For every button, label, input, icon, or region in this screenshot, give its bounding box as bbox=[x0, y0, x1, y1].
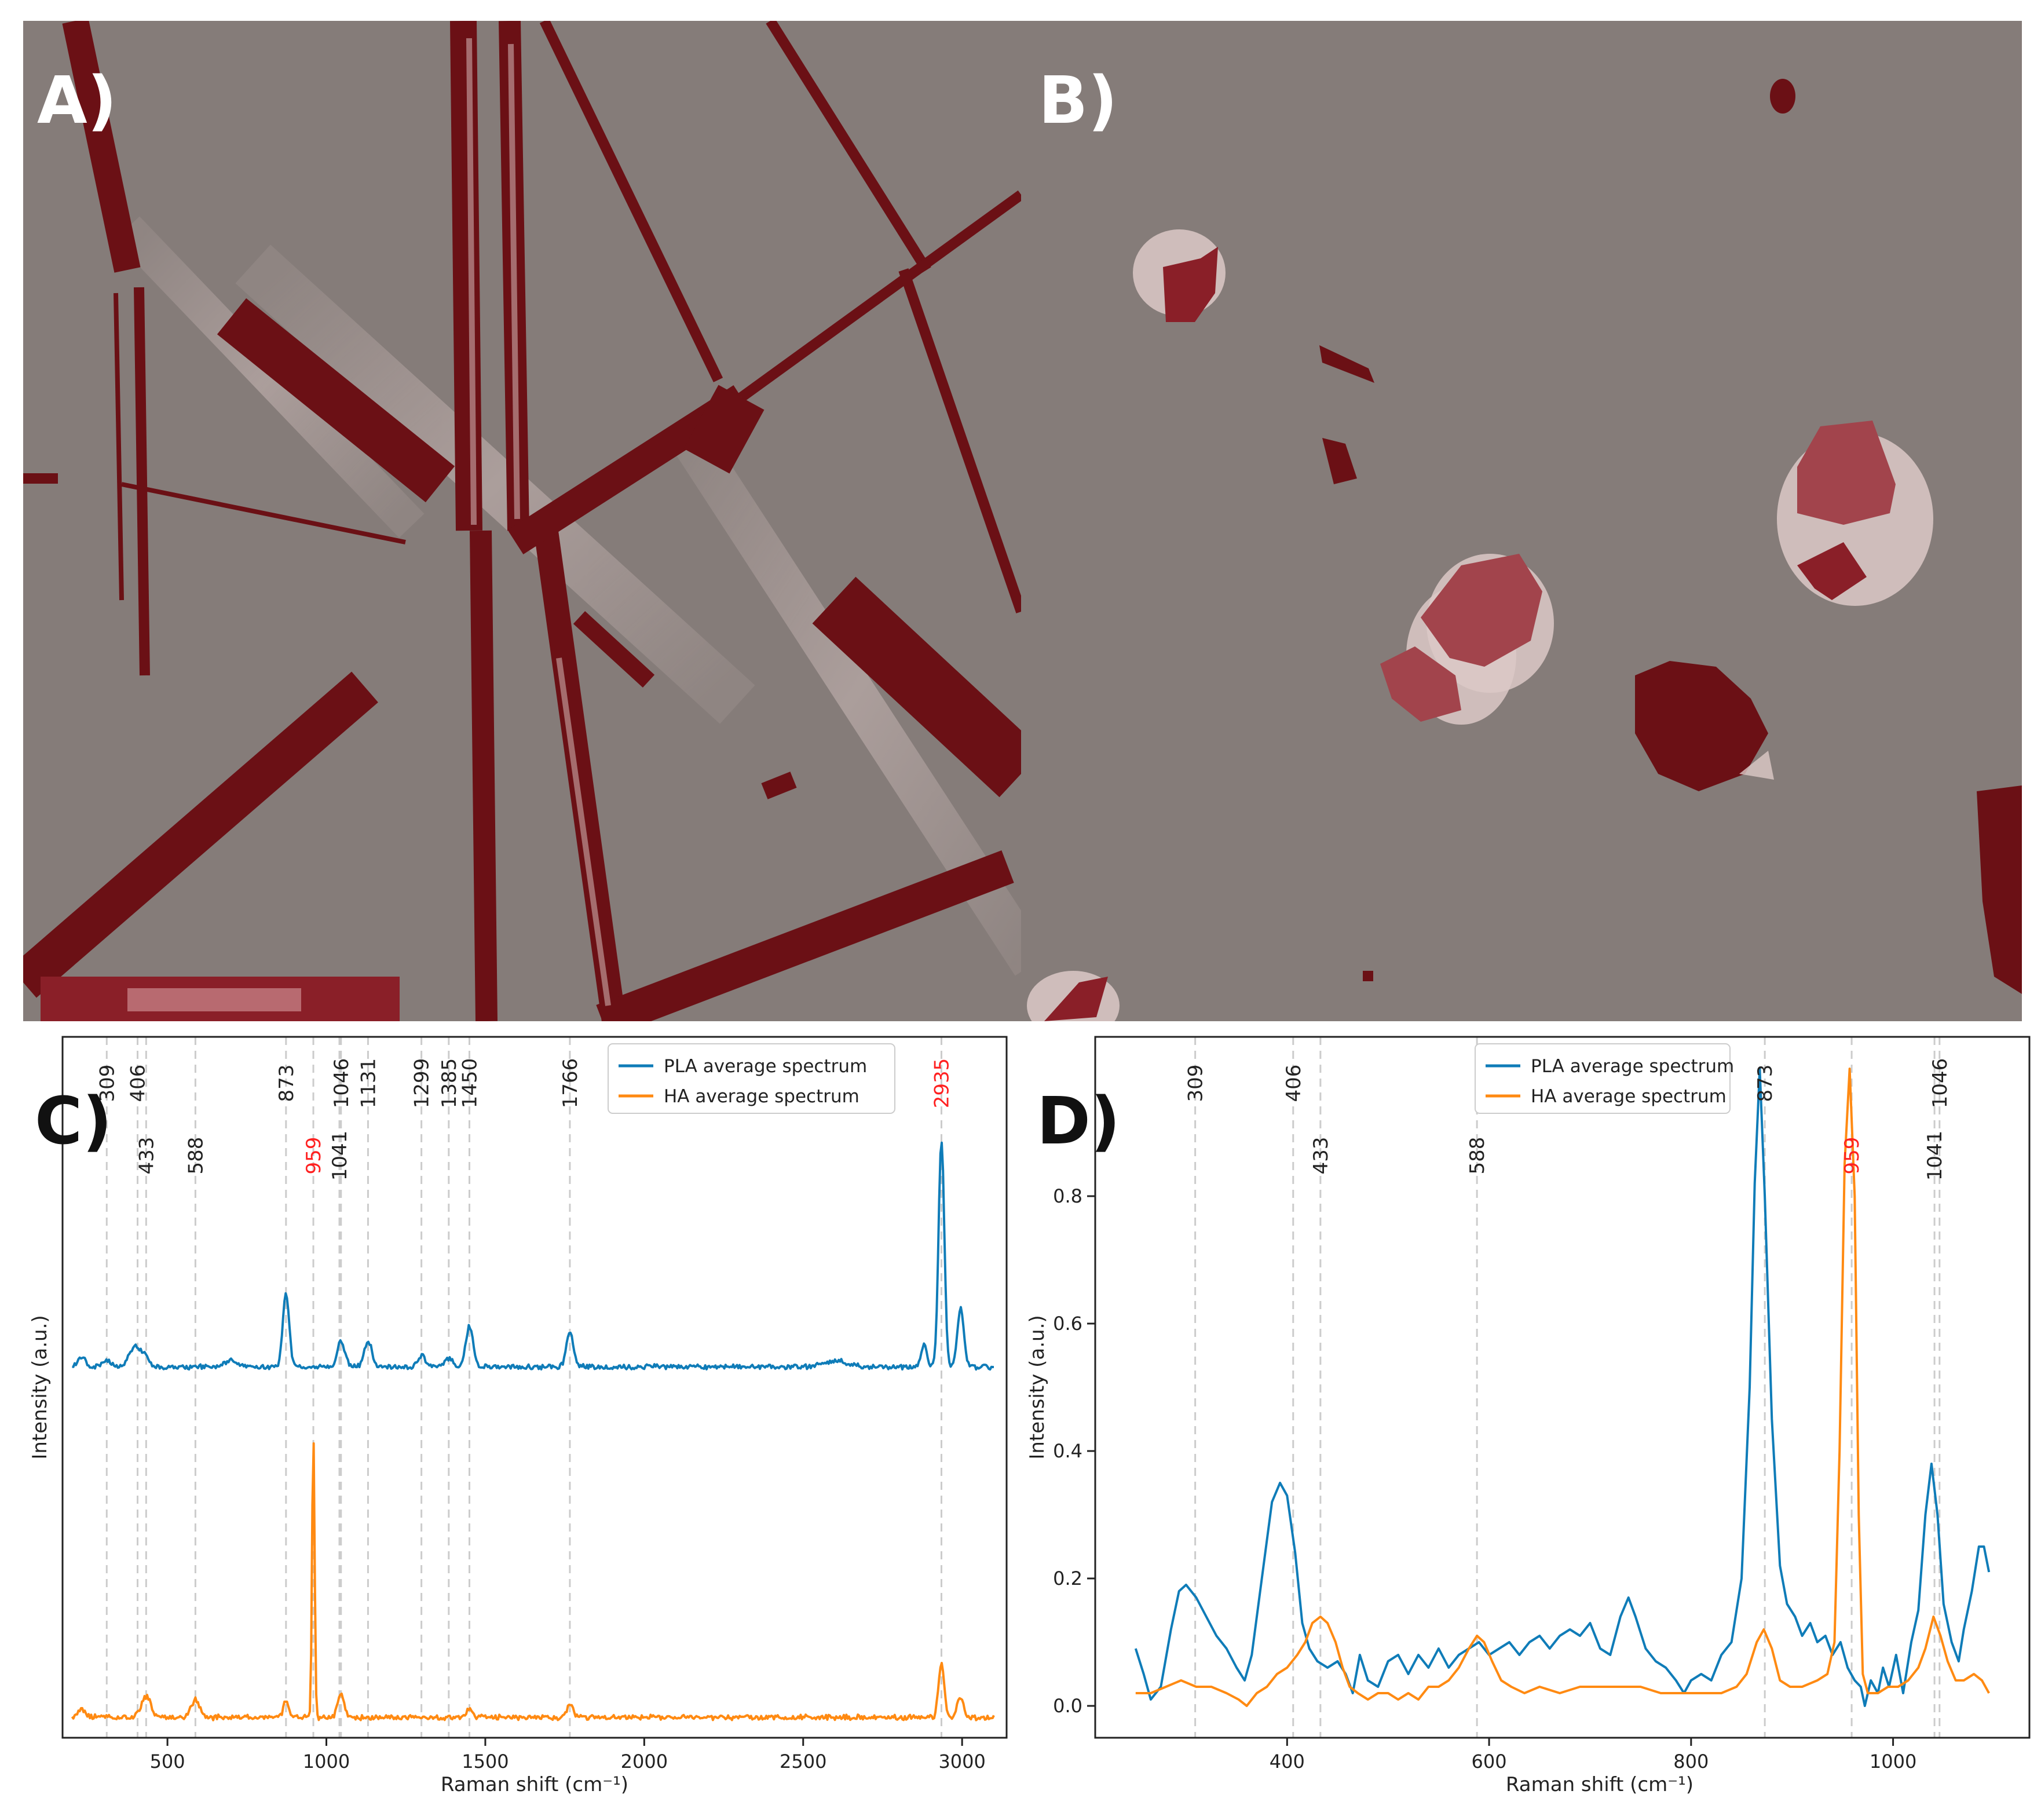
peak-label: 959 bbox=[302, 1137, 325, 1175]
legend-label: PLA average spectrum bbox=[1531, 1056, 1734, 1077]
raman-map-b: B) bbox=[1021, 21, 2022, 1021]
series-line-ha bbox=[1135, 1068, 1990, 1707]
y-tick-label: 0.0 bbox=[1053, 1695, 1082, 1717]
legend: PLA average spectrum HA average spectrum bbox=[608, 1043, 895, 1114]
peak-label: 1450 bbox=[458, 1058, 481, 1109]
y-tick-label: 0.2 bbox=[1053, 1567, 1082, 1589]
x-ticks: 500 1000 1500 2000 2500 3000 bbox=[150, 1738, 986, 1773]
reference-lines bbox=[105, 1037, 942, 1738]
x-tick-label: 600 bbox=[1472, 1750, 1507, 1773]
peak-label: 433 bbox=[135, 1137, 158, 1175]
peak-label: 1299 bbox=[411, 1058, 434, 1109]
x-tick-label: 2000 bbox=[621, 1750, 668, 1773]
y-tick-label: 0.8 bbox=[1053, 1185, 1082, 1207]
x-axis-label: Raman shift (cm⁻¹) bbox=[441, 1773, 628, 1796]
x-tick-label: 2500 bbox=[780, 1750, 826, 1773]
x-tick-label: 400 bbox=[1270, 1750, 1305, 1773]
axes-frame bbox=[1094, 1036, 2031, 1739]
y-tick-label: 0.4 bbox=[1053, 1440, 1082, 1462]
peak-label: 433 bbox=[1310, 1137, 1333, 1175]
axes-frame bbox=[61, 1036, 1008, 1739]
legend-label: HA average spectrum bbox=[664, 1086, 859, 1107]
y-ticks: 0.0 0.2 0.4 0.6 0.8 bbox=[1053, 1185, 1095, 1717]
peak-label: 1046 bbox=[330, 1058, 353, 1109]
series-line-ha bbox=[71, 1442, 995, 1722]
peak-label: 873 bbox=[1754, 1065, 1777, 1102]
map-a-image bbox=[23, 21, 1021, 1021]
reference-lines bbox=[1194, 1037, 1941, 1738]
peak-label: 406 bbox=[1282, 1065, 1305, 1102]
x-ticks: 400 600 800 1000 bbox=[1270, 1738, 1916, 1773]
legend-label: PLA average spectrum bbox=[664, 1056, 867, 1077]
panel-b-label: B) bbox=[1038, 63, 1118, 138]
peak-label: 873 bbox=[275, 1065, 298, 1102]
peak-label: 309 bbox=[1184, 1065, 1208, 1102]
peak-label: 1046 bbox=[1929, 1058, 1952, 1109]
chart-d-svg: 400 600 800 1000 0.0 0.2 0.4 0.6 0.8 309 406 433 5… bbox=[1026, 1036, 2031, 1796]
series-lines bbox=[1134, 1068, 1991, 1707]
chart-d: 400 600 800 1000 0.0 0.2 0.4 0.6 0.8 309 406 433 5… bbox=[1021, 1031, 2041, 1820]
map-b-image bbox=[1027, 79, 2022, 1021]
peak-label: 1385 bbox=[438, 1058, 461, 1109]
series-line-pla bbox=[72, 1141, 994, 1371]
series-lines bbox=[71, 1141, 995, 1722]
peak-label: 959 bbox=[1841, 1137, 1864, 1175]
chart-c-svg: 500 1000 1500 2000 2500 3000 309 406 433 588 873 9… bbox=[28, 1036, 1008, 1796]
x-tick-label: 1000 bbox=[1870, 1750, 1916, 1773]
peak-label: 406 bbox=[127, 1065, 150, 1102]
peak-labels: 309 406 433 588 873 959 1041 1046 1131 1299 138514… bbox=[96, 1058, 953, 1181]
y-tick-label: 0.6 bbox=[1053, 1313, 1082, 1335]
legend-box bbox=[608, 1043, 895, 1114]
peak-label: 588 bbox=[1466, 1137, 1489, 1175]
peak-label: 1766 bbox=[559, 1058, 582, 1109]
x-tick-label: 1500 bbox=[462, 1750, 509, 1773]
x-tick-label: 800 bbox=[1673, 1750, 1709, 1773]
y-axis-label: Intensity (a.u.) bbox=[1026, 1315, 1049, 1459]
x-tick-label: 500 bbox=[150, 1750, 185, 1773]
legend: PLA average spectrum HA average spectrum bbox=[1475, 1043, 1734, 1114]
panel-d-label: D) bbox=[1037, 1084, 1121, 1159]
legend-label: HA average spectrum bbox=[1531, 1086, 1727, 1107]
x-tick-label: 1000 bbox=[303, 1750, 350, 1773]
peak-label: 1041 bbox=[1923, 1131, 1947, 1181]
raman-map-a: A) bbox=[23, 21, 1021, 1021]
peak-label: 309 bbox=[96, 1065, 119, 1102]
x-axis-label: Raman shift (cm⁻¹) bbox=[1506, 1773, 1693, 1796]
x-tick-label: 3000 bbox=[938, 1750, 985, 1773]
peak-label: 588 bbox=[184, 1137, 207, 1175]
y-axis-label: Intensity (a.u.) bbox=[28, 1315, 52, 1459]
legend-box bbox=[1475, 1043, 1731, 1114]
chart-c: 500 1000 1500 2000 2500 3000 309 406 433 588 873 9… bbox=[0, 1031, 1021, 1820]
panel-c-label: C) bbox=[35, 1084, 112, 1159]
panel-a-label: A) bbox=[37, 63, 117, 138]
peak-labels: 309 406 433 588 873 959 1041 1046 bbox=[1184, 1058, 1952, 1181]
peak-label: 2935 bbox=[930, 1058, 953, 1109]
peak-label: 1131 bbox=[357, 1058, 380, 1109]
peak-label: 1041 bbox=[328, 1131, 352, 1181]
